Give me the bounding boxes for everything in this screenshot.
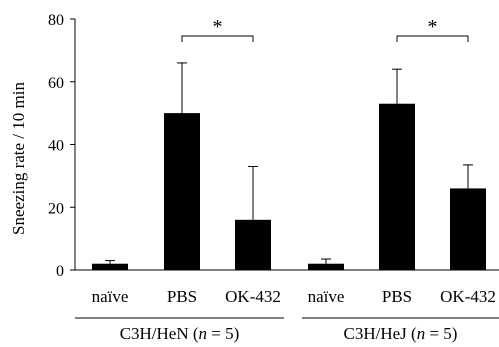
significance-bracket — [396, 35, 469, 42]
bar — [450, 188, 486, 270]
y-tick-label: 20 — [48, 200, 64, 217]
y-tick-label: 40 — [48, 138, 64, 155]
x-tick-label: PBS — [167, 287, 197, 306]
bar — [235, 219, 271, 270]
y-tick-label: 0 — [56, 263, 64, 280]
x-tick-label: OK-432 — [440, 287, 496, 306]
y-tick-label: 80 — [48, 12, 64, 29]
bar — [92, 263, 128, 270]
y-axis-label: Sneezing rate / 10 min — [9, 82, 28, 235]
group-label: C3H/HeJ (n = 5) — [344, 324, 458, 343]
group-label: C3H/HeN (n = 5) — [120, 324, 240, 343]
bar — [164, 113, 200, 270]
x-tick-label: OK-432 — [225, 287, 281, 306]
x-tick-label: PBS — [382, 287, 412, 306]
bar — [379, 103, 415, 271]
significance-bracket — [181, 35, 254, 42]
bar — [308, 263, 344, 270]
significance-marker: * — [213, 16, 223, 38]
significance-marker: * — [428, 16, 438, 38]
x-tick-label: naïve — [92, 287, 129, 306]
y-tick-label: 60 — [48, 75, 64, 92]
x-tick-label: naïve — [308, 287, 345, 306]
